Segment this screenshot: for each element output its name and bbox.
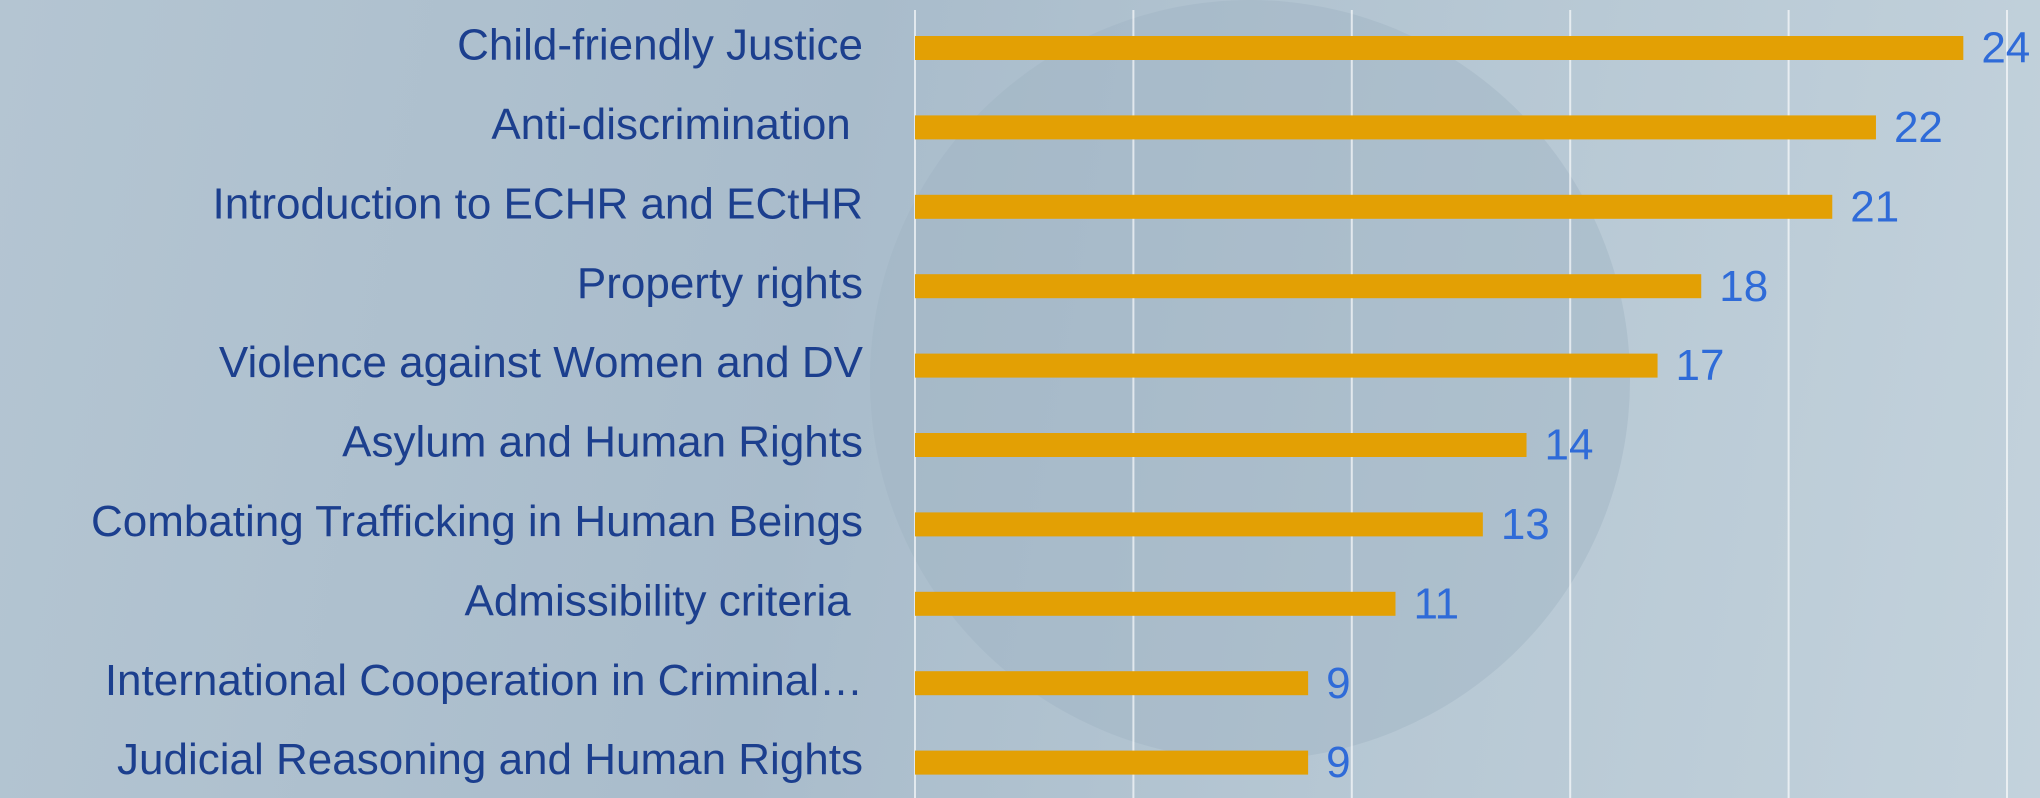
value-label: 17 xyxy=(1676,341,1725,390)
category-label: Admissibility criteria xyxy=(464,576,863,625)
value-label: 24 xyxy=(1981,24,2030,73)
value-label: 13 xyxy=(1501,500,1550,549)
category-label: Anti-discrimination xyxy=(491,100,863,149)
value-label: 14 xyxy=(1545,421,1594,470)
value-label: 21 xyxy=(1850,182,1899,231)
value-label: 9 xyxy=(1326,659,1350,708)
value-label: 11 xyxy=(1413,579,1459,628)
value-label: 22 xyxy=(1894,103,1943,152)
bar xyxy=(915,354,1658,378)
value-label: 18 xyxy=(1719,262,1768,311)
bar xyxy=(915,433,1527,457)
category-label: Asylum and Human Rights xyxy=(342,418,863,467)
bar xyxy=(915,36,1963,60)
category-label: Child-friendly Justice xyxy=(457,21,863,70)
value-label: 9 xyxy=(1326,738,1350,787)
bar xyxy=(915,592,1395,616)
bar xyxy=(915,751,1308,775)
bar xyxy=(915,512,1483,536)
bar xyxy=(915,195,1832,219)
background-globe xyxy=(870,0,1630,760)
bar xyxy=(915,274,1701,298)
bar xyxy=(915,671,1308,695)
chart: Child-friendly Justice 24 Anti-discriminat… xyxy=(0,0,2040,798)
category-label: Violence against Women and DV xyxy=(219,338,864,387)
category-label: Combating Trafficking in Human Beings xyxy=(91,497,863,546)
category-label: International Cooperation in Criminal… xyxy=(105,656,863,705)
category-label: Property rights xyxy=(577,259,863,308)
category-label: Introduction to ECHR and ECtHR xyxy=(212,179,863,228)
bar xyxy=(915,115,1876,139)
category-label: Judicial Reasoning and Human Rights xyxy=(117,735,863,784)
